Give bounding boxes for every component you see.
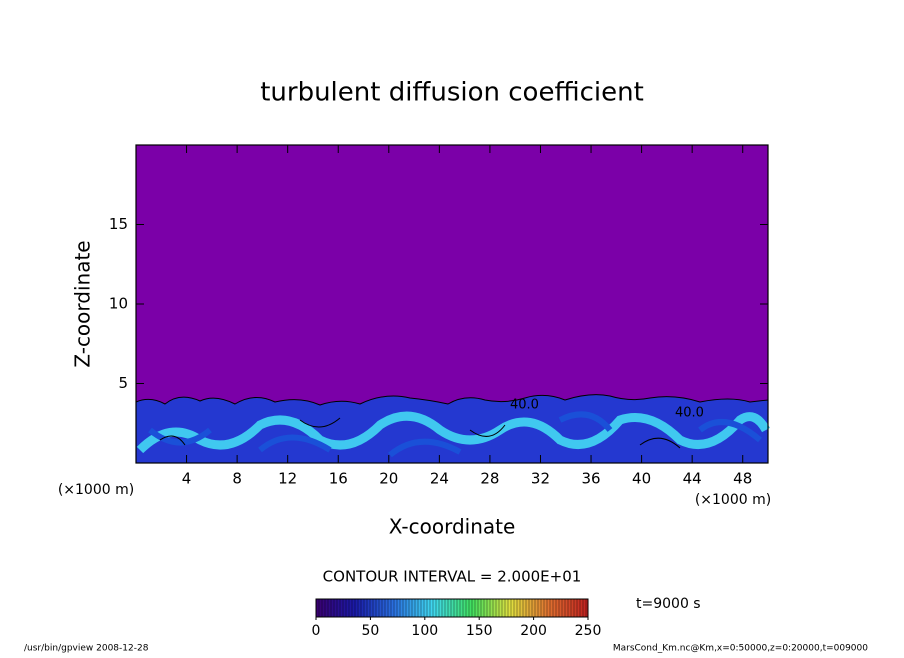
footer-left: /usr/bin/gpview 2008-12-28 [24,644,149,654]
colorbar-tick-label: 50 [361,623,379,639]
x-unit: (×1000 m) [695,492,771,508]
y-tick-label: 15 [109,215,128,233]
colorbar-tick-label: 150 [466,623,493,639]
x-tick-label: 12 [278,470,297,488]
y-tick-label: 10 [109,295,128,313]
x-tick-label: 44 [683,470,702,488]
x-tick-label: 8 [232,470,242,488]
time-label: t=9000 s [636,596,701,612]
colorbar-tick-label: 200 [520,623,547,639]
x-tick-label: 28 [480,470,499,488]
turbulent-layer [135,394,770,464]
x-tick-label: 32 [531,470,550,488]
x-tick-label: 24 [430,470,449,488]
x-axis-label: X-coordinate [389,515,516,539]
colorbar-tick-label: 100 [411,623,438,639]
colorbar-tick-label: 250 [575,623,602,639]
x-tick-label: 36 [581,470,600,488]
x-tick-label: 48 [733,470,752,488]
contour-label: 40.0 [675,406,704,421]
y-axis-label: Z-coordinate [71,240,95,367]
x-tick-label: 20 [379,470,398,488]
footer-right: MarsCond_Km.nc@Km,x=0:50000,z=0:20000,t=… [613,644,868,654]
contour-interval: CONTOUR INTERVAL = 2.000E+01 [323,568,582,586]
contour-label: 40.0 [510,398,539,413]
x-tick-label: 40 [632,470,651,488]
chart-title: turbulent diffusion coefficient [260,78,644,108]
y-tick-label: 5 [118,374,128,392]
x-tick-label: 4 [182,470,192,488]
colorbar [315,598,589,618]
colorbar-tick-label: 0 [312,623,321,639]
x-tick-label: 16 [329,470,348,488]
y-unit: (×1000 m) [58,482,134,498]
